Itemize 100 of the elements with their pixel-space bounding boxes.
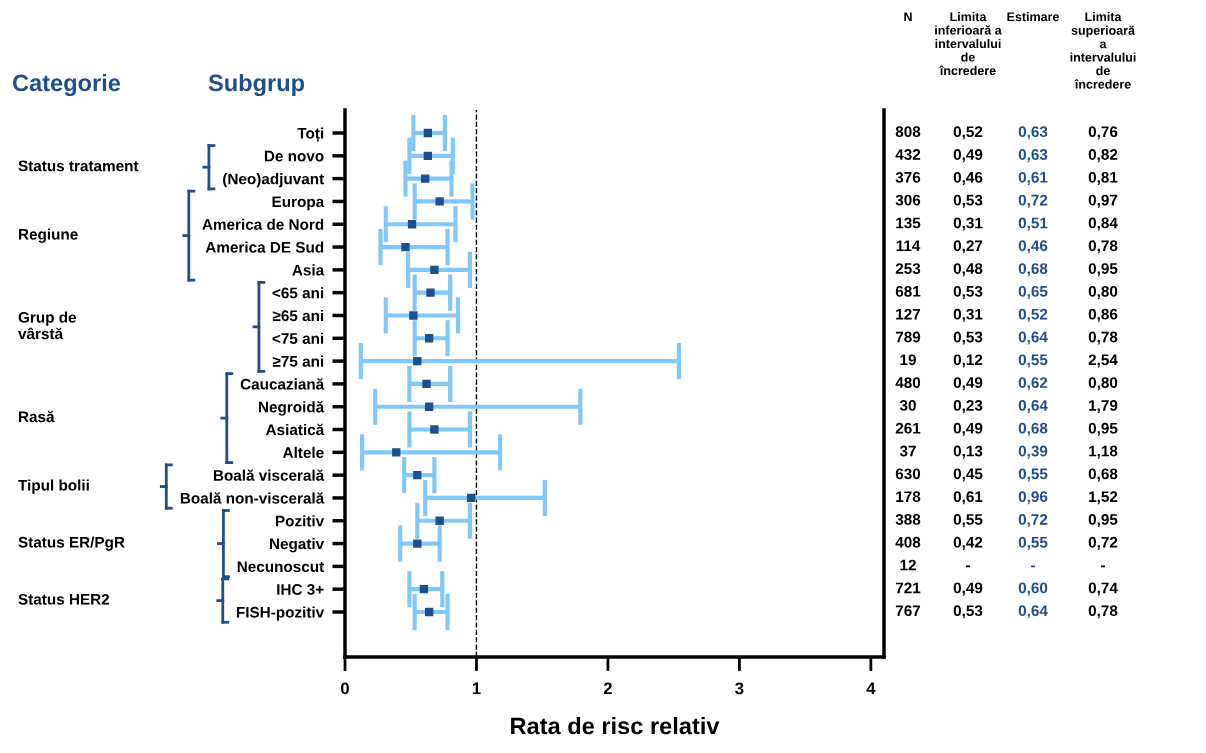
point: [421, 174, 430, 183]
point: [423, 128, 432, 138]
text: 0,31: [953, 308, 983, 322]
text: 789: [895, 331, 921, 343]
point: [426, 288, 435, 297]
text: 114: [896, 240, 921, 251]
data-label: 0,64: [1018, 400, 1048, 414]
y-tick-label: Boală viscerală: [213, 469, 325, 481]
data-label: 0,39: [1018, 445, 1048, 459]
text: Estimare: [1007, 12, 1059, 22]
point: [424, 334, 434, 343]
text: 0,13: [953, 445, 983, 459]
text: 0,46: [953, 171, 983, 185]
text: 0,55: [953, 514, 983, 528]
y-tick-label: Boală non-viscerală: [180, 492, 325, 504]
data-label: 0,72: [1018, 194, 1048, 208]
point: [413, 470, 422, 480]
data-label: 0,51: [1018, 217, 1048, 231]
text: 12: [900, 559, 916, 571]
text: 0,61: [953, 491, 983, 505]
text: 681: [895, 285, 921, 297]
data-label: 0,64: [1018, 331, 1048, 345]
text: 0,68: [1088, 468, 1118, 482]
text: 30: [899, 400, 916, 411]
text: 0,27: [953, 240, 983, 254]
y-tick-label: Negroidă: [258, 401, 325, 416]
text: 1,79: [1089, 400, 1118, 414]
text: 19: [900, 354, 916, 366]
data-label: 0,72: [1018, 514, 1048, 528]
data-label: 0,64: [1018, 605, 1048, 619]
text: 0,97: [1088, 194, 1118, 208]
point: [430, 425, 439, 434]
point: [413, 356, 422, 366]
text: 2,54: [1088, 354, 1118, 368]
point: [467, 493, 476, 503]
text: Status tratament: [18, 160, 139, 172]
point: [423, 151, 432, 160]
text: 408: [895, 536, 921, 548]
text: 261: [895, 422, 921, 434]
text: 306: [895, 194, 921, 206]
text: Regiune: [19, 228, 78, 243]
text: Rasă: [19, 410, 55, 423]
text: 253: [895, 263, 921, 274]
point: [409, 311, 418, 320]
text: 0,72: [1088, 536, 1118, 550]
text: 767: [895, 605, 921, 617]
point: [424, 607, 434, 617]
text: Subgrup: [208, 73, 305, 97]
x-tick-label: 4: [866, 682, 876, 695]
text: 37: [899, 445, 916, 457]
text: 721: [895, 582, 921, 594]
data-label: 0,68: [1018, 263, 1048, 277]
text: 0,49: [953, 377, 983, 391]
text: 0,78: [1088, 240, 1118, 254]
y-tick-label: ≥65 ani: [272, 309, 324, 322]
text: 1,18: [1089, 445, 1118, 459]
point: [401, 242, 410, 252]
text: Limita superioară a intervalului de încredere: [1070, 12, 1136, 89]
text: 0,42: [953, 536, 983, 550]
text: 480: [895, 377, 921, 389]
text: 1,52: [1089, 491, 1118, 505]
y-tick-label: Asiatică: [265, 423, 325, 436]
x-tick-label: 2: [603, 682, 612, 695]
text: Status HER2: [18, 593, 110, 605]
text: 0,95: [1088, 514, 1118, 528]
text: 0,53: [953, 285, 983, 299]
point: [407, 220, 417, 229]
data-label: 0,61: [1018, 171, 1048, 185]
text: 0,82: [1088, 149, 1118, 163]
text: 376: [895, 171, 921, 183]
y-tick-label: Asia: [292, 264, 325, 276]
y-tick-label: <75 ani: [272, 332, 324, 344]
text: -: [1101, 565, 1105, 568]
y-tick-label: IHC 3+: [277, 584, 324, 595]
point: [422, 379, 431, 389]
y-tick-label: America de Nord: [202, 218, 324, 230]
text: 0,95: [1088, 263, 1118, 277]
y-tick-label: Negativ: [270, 538, 325, 553]
data-label: 0,60: [1018, 582, 1048, 596]
text: Categorie: [12, 73, 121, 97]
text: 0,12: [953, 354, 983, 368]
text: 0,53: [953, 331, 983, 345]
y-tick-label: De novo: [264, 150, 324, 162]
y-tick-label: Pozitiv: [275, 515, 325, 527]
data-label: 0,55: [1018, 468, 1048, 482]
text: 0,48: [953, 263, 983, 277]
point: [430, 265, 439, 275]
text: N: [904, 12, 912, 22]
data-label: 0,46: [1018, 240, 1048, 254]
text: 630: [895, 468, 921, 480]
text: 0,81: [1088, 171, 1118, 185]
text: 0,52: [953, 126, 983, 140]
text: Tipul bolii: [18, 479, 89, 494]
text: 0,80: [1088, 285, 1118, 299]
data-label: 0,65: [1018, 285, 1048, 299]
y-tick-label: Necunoscut: [237, 561, 324, 573]
text: 0,49: [953, 582, 983, 596]
text: 178: [896, 491, 921, 503]
text: 0,80: [1088, 377, 1118, 391]
y-tick-label: Altele: [282, 446, 324, 459]
